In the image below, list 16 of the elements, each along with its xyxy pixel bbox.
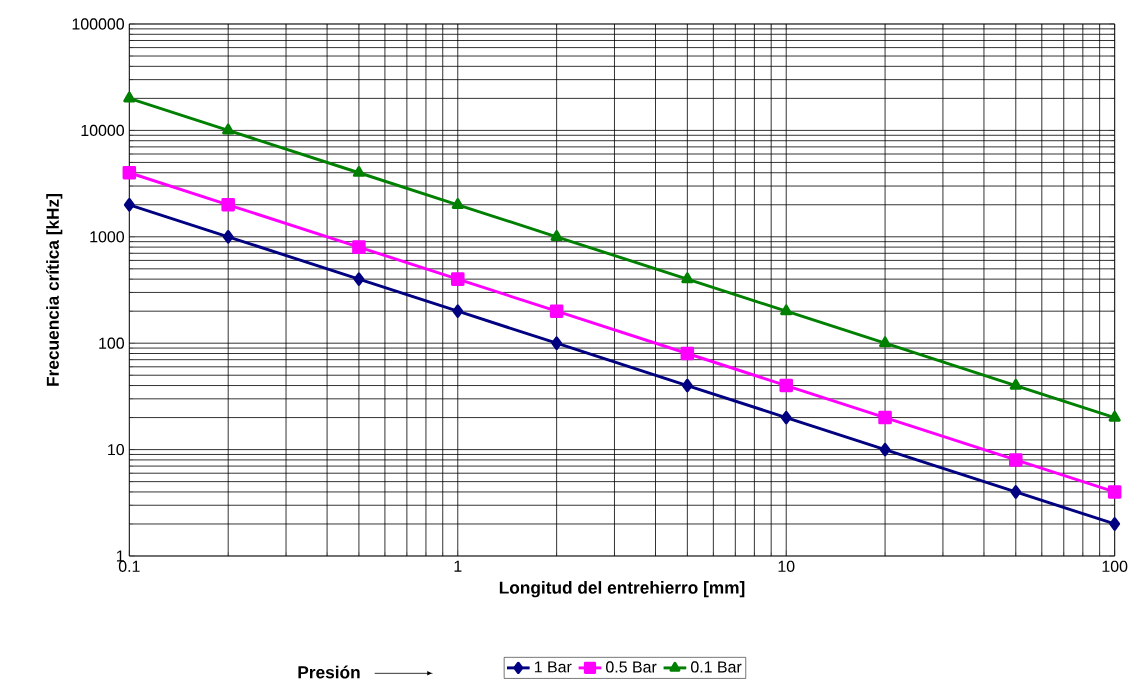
y-axis-title: Frecuencia crítica [kHz] bbox=[46, 193, 63, 386]
x-axis-title: Longitud del entrehierro [mm] bbox=[499, 580, 745, 598]
y-tick-label: 100000 bbox=[72, 18, 125, 30]
x-tick-label: 0.1 bbox=[118, 560, 140, 572]
x-tick-label: 100 bbox=[1102, 560, 1128, 572]
legend-label: 1 Bar bbox=[534, 661, 572, 673]
legend-label: 0.5 Bar bbox=[606, 661, 657, 673]
y-tick-label: 10000 bbox=[81, 124, 125, 136]
y-tick-label: 100 bbox=[99, 337, 125, 349]
legend-label: 0.1 Bar bbox=[691, 661, 742, 673]
y-tick-label: 10 bbox=[108, 443, 125, 456]
x-tick-label: 10 bbox=[778, 560, 795, 572]
y-tick-label: 1000 bbox=[90, 231, 125, 243]
y-tick-label: 1 bbox=[116, 550, 124, 562]
legend-title: Presión bbox=[298, 665, 360, 679]
x-tick-label: 1 bbox=[454, 560, 462, 572]
